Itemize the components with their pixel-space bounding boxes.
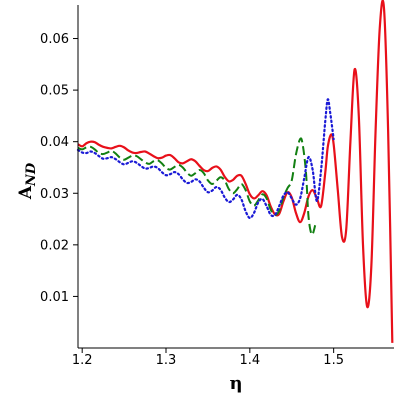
y-tick-label: 0.06 bbox=[40, 32, 69, 47]
x-tick-label: 1.5 bbox=[323, 353, 344, 368]
x-tick-label: 1.4 bbox=[239, 353, 260, 368]
y-axis-title-main: A bbox=[16, 185, 36, 200]
series-line-dotted bbox=[76, 98, 335, 220]
x-axis-ticks: 1.2 1.3 1.4 1.5 bbox=[72, 348, 344, 368]
series-line-solid bbox=[77, 0, 394, 343]
y-axis-title: AND bbox=[16, 162, 39, 200]
y-tick-label: 0.05 bbox=[40, 84, 69, 99]
y-tick-label: 0.03 bbox=[40, 187, 69, 202]
y-axis-ticks: 0.01 0.02 0.03 0.04 0.05 0.06 bbox=[40, 32, 78, 305]
y-tick-label: 0.02 bbox=[40, 238, 69, 253]
series-line-dashed bbox=[77, 137, 317, 236]
x-tick-label: 1.2 bbox=[72, 353, 93, 368]
y-tick-label: 0.04 bbox=[40, 135, 69, 150]
y-tick-label: 0.01 bbox=[40, 290, 69, 305]
series-layer bbox=[76, 0, 394, 343]
x-tick-label: 1.3 bbox=[156, 353, 177, 368]
x-axis-title: η bbox=[229, 373, 242, 394]
y-axis-title-subscript: ND bbox=[24, 162, 39, 187]
